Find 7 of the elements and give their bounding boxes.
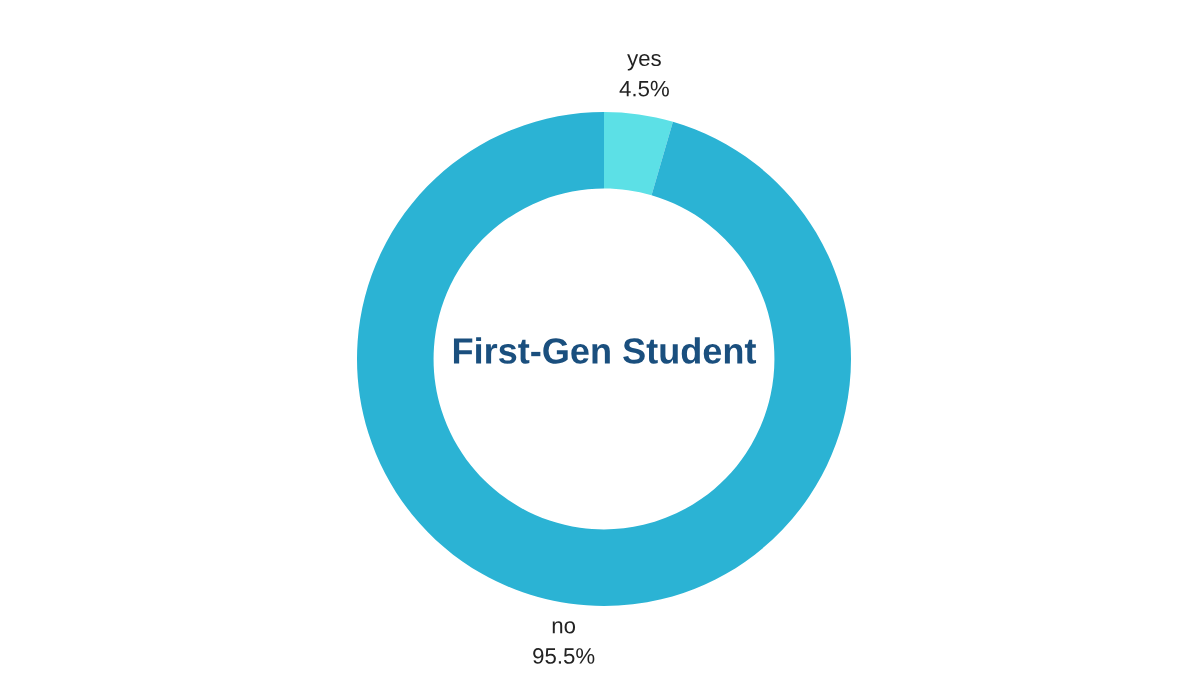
data-label: 4.5% (619, 80, 669, 97)
slice-label: yes (627, 53, 661, 71)
donut-slice (604, 112, 673, 196)
data-label: 95.5% (533, 648, 595, 664)
slice-label: no (552, 621, 576, 634)
text: First-Gen Student (453, 337, 757, 364)
donut-slice (357, 112, 851, 606)
